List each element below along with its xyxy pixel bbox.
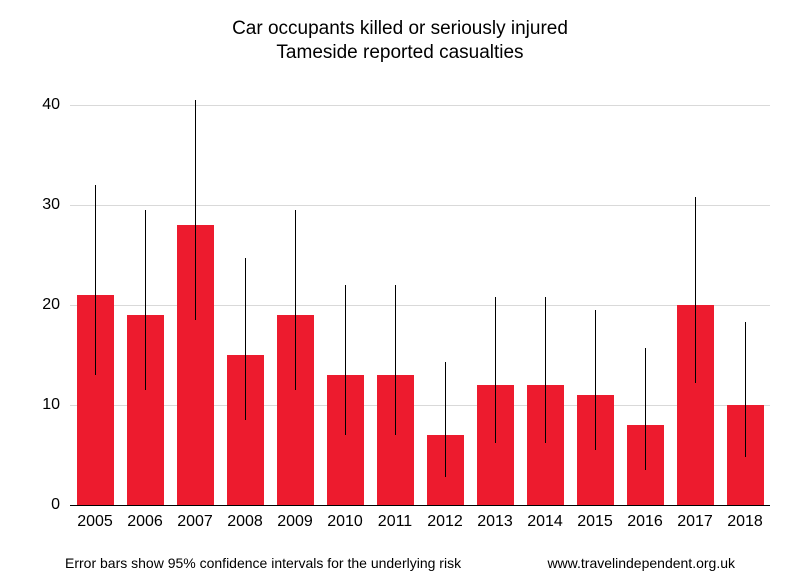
error-bar	[145, 210, 146, 390]
x-tick-label: 2008	[220, 513, 270, 531]
x-tick-label: 2012	[420, 513, 470, 531]
x-tick-label: 2014	[520, 513, 570, 531]
footer-note-right: www.travelindependent.org.uk	[547, 555, 735, 571]
error-bar	[645, 348, 646, 470]
error-bar	[695, 197, 696, 383]
x-tick-label: 2010	[320, 513, 370, 531]
error-bar	[245, 258, 246, 420]
x-tick-label: 2005	[70, 513, 120, 531]
grid-line	[70, 305, 770, 306]
error-bar	[595, 310, 596, 450]
x-tick-label: 2016	[620, 513, 670, 531]
error-bar	[95, 185, 96, 375]
error-bar	[345, 285, 346, 435]
error-bar	[745, 322, 746, 457]
y-tick-label: 20	[20, 296, 60, 314]
x-tick-label: 2007	[170, 513, 220, 531]
grid-line	[70, 205, 770, 206]
x-tick-label: 2015	[570, 513, 620, 531]
x-tick-label: 2009	[270, 513, 320, 531]
x-tick-label: 2013	[470, 513, 520, 531]
error-bar	[195, 100, 196, 320]
y-tick-label: 0	[20, 496, 60, 514]
grid-line	[70, 105, 770, 106]
x-tick-label: 2017	[670, 513, 720, 531]
error-bar	[295, 210, 296, 390]
y-tick-label: 30	[20, 196, 60, 214]
plot-area: 0102030402005200620072008200920102011201…	[70, 85, 770, 505]
y-tick-label: 10	[20, 396, 60, 414]
error-bar	[545, 297, 546, 443]
error-bar	[395, 285, 396, 435]
chart-title-line1: Car occupants killed or seriously injure…	[0, 18, 800, 40]
x-tick-label: 2006	[120, 513, 170, 531]
x-tick-label: 2011	[370, 513, 420, 531]
chart-container: Car occupants killed or seriously injure…	[0, 0, 800, 580]
y-tick-label: 40	[20, 96, 60, 114]
error-bar	[445, 362, 446, 477]
footer-note-left: Error bars show 95% confidence intervals…	[65, 555, 461, 571]
x-tick-label: 2018	[720, 513, 770, 531]
chart-title-line2: Tameside reported casualties	[0, 42, 800, 64]
x-axis	[70, 505, 770, 506]
grid-line	[70, 405, 770, 406]
error-bar	[495, 297, 496, 443]
